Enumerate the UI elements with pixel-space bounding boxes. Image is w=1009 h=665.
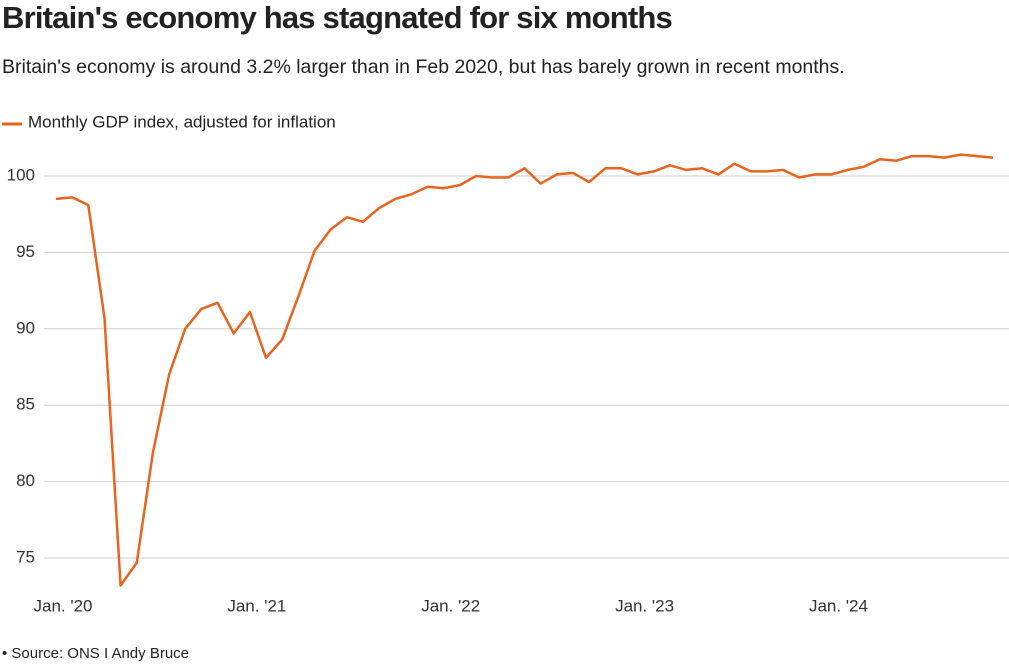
x-tick-label: Jan. '20 <box>33 596 92 615</box>
y-tick-label: 95 <box>16 242 35 261</box>
y-tick-label: 100 <box>7 165 35 184</box>
y-tick-label: 90 <box>16 318 35 337</box>
chart-subtitle: Britain's economy is around 3.2% larger … <box>2 56 845 78</box>
source: • Source: ONS I Andy Bruce <box>2 645 189 662</box>
y-tick-label: 85 <box>16 395 35 414</box>
x-tick-label: Jan. '21 <box>227 596 286 615</box>
legend-label: Monthly GDP index, adjusted for inflatio… <box>28 112 336 131</box>
x-tick-label: Jan. '23 <box>615 596 674 615</box>
y-tick-label: 75 <box>16 548 35 567</box>
x-tick-label: Jan. '24 <box>809 596 868 615</box>
chart-title: Britain's economy has stagnated for six … <box>2 0 672 35</box>
y-tick-label: 80 <box>16 471 35 490</box>
data-line <box>55 153 994 587</box>
x-tick-label: Jan. '22 <box>421 596 480 615</box>
